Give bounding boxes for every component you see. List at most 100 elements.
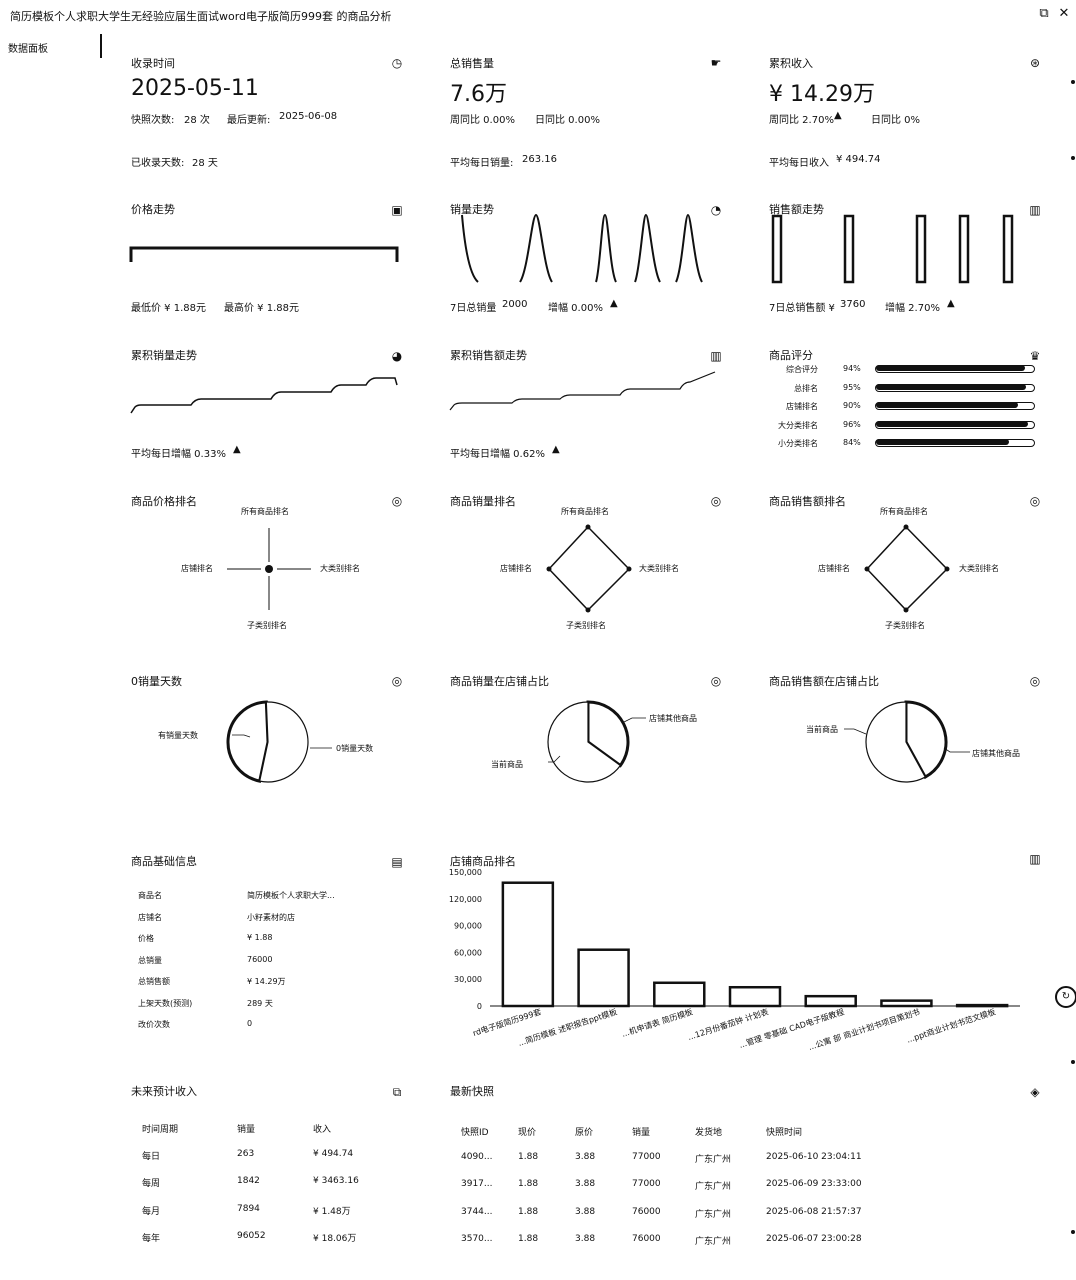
card-title-cum-revenue: 累积销售额走势	[450, 349, 527, 362]
snap-count-label: 快照次数:	[131, 115, 175, 126]
basic-info-key-2: 价格	[138, 934, 154, 943]
price-rank-chart	[227, 528, 311, 610]
scroll-dot	[1071, 80, 1075, 84]
copy-icon: ⧉	[392, 1085, 402, 1099]
sales-share-leaders	[548, 717, 646, 763]
card-title-revenue-trend: 销售额走势	[769, 203, 824, 216]
sales-dod: 日同比 0.00%	[535, 115, 600, 126]
close-icon[interactable]: ✕	[1058, 6, 1070, 21]
target-icon: ◎	[710, 494, 722, 508]
basic-info-value-4: ¥ 14.29万	[247, 977, 286, 986]
revenue-rank-shape	[865, 525, 949, 612]
sales-growth: 增幅 0.00%	[548, 303, 603, 314]
pie-slice	[547, 701, 622, 783]
store-rank-ytick: 120,000	[449, 895, 482, 904]
basic-info-value-2: ¥ 1.88	[247, 933, 273, 942]
forecast-cell: ¥ 1.48万	[313, 1206, 351, 1217]
snapshot-cell: 1.88	[518, 1152, 539, 1162]
total-sales-value: 7.6万	[450, 82, 507, 107]
score-label-0: 综合评分	[786, 365, 818, 374]
snapshot-cell: 1.88	[518, 1233, 539, 1244]
trophy-icon: ♛	[1029, 349, 1041, 363]
snapshot-header-2: 原价	[575, 1128, 594, 1138]
avg-sales-value: 263.16	[522, 154, 557, 165]
basic-info-key-4: 总销售额	[138, 977, 170, 986]
snapshot-cell: 3.88	[575, 1233, 596, 1244]
forecast-cell: 1842	[237, 1176, 260, 1187]
forecast-cell: 263	[237, 1149, 255, 1159]
revenue-trend-bar	[1002, 214, 1014, 284]
snapshot-header-3: 销量	[632, 1128, 651, 1138]
collected-days-label: 已收录天数:	[131, 158, 185, 169]
refresh-icon[interactable]: ↻	[1055, 986, 1076, 1008]
sales-rank-chart	[546, 524, 632, 613]
score-bar-fill	[876, 420, 1028, 427]
basic-info-key-5: 上架天数(预测)	[138, 998, 193, 1008]
store-rank-category-label: ...机申请表 简历模板	[620, 1006, 694, 1038]
snapshot-cell: 3.88	[575, 1206, 596, 1217]
popout-icon[interactable]: ⧉	[1039, 6, 1049, 21]
basic-info-key-0: 商品名	[138, 891, 162, 900]
basic-info-value-0: 简历模板个人求职大学...	[247, 891, 335, 900]
sales-rank-shape	[547, 525, 631, 612]
store-rank-bar[interactable]	[955, 1003, 1009, 1008]
scroll-dot	[1071, 1060, 1075, 1064]
revenue-rank-chart	[864, 524, 950, 613]
snapshot-cell: 77000	[632, 1179, 661, 1190]
score-label-4: 小分类排名	[778, 439, 818, 448]
forecast-cell: ¥ 494.74	[313, 1149, 354, 1159]
card-title-snapshots: 最新快照	[450, 1085, 494, 1098]
revenue-trend-chart	[771, 214, 1014, 284]
card-title-sales-share: 商品销量在店铺占比	[450, 675, 549, 688]
price-max: 最高价 ¥ 1.88元	[224, 303, 299, 314]
card-title-score: 商品评分	[769, 349, 813, 362]
revenue-growth: 增幅 2.70%	[885, 303, 940, 314]
sales-7d-value: 2000	[502, 299, 528, 310]
snapshot-cell: 1.88	[518, 1206, 539, 1217]
score-bar-track	[875, 383, 1035, 392]
revenue-share-pie	[865, 700, 948, 783]
store-rank-bar[interactable]	[880, 999, 933, 1008]
score-bar-track	[875, 439, 1035, 447]
total-revenue-value: ¥ 14.29万	[769, 82, 875, 107]
forecast-header-1: 销量	[237, 1125, 256, 1135]
scrollbar[interactable]	[1068, 30, 1076, 1280]
store-rank-bar[interactable]	[501, 881, 555, 1008]
revenue-rank-axis-left: 店铺排名	[818, 564, 850, 573]
scroll-dot	[1071, 1230, 1075, 1234]
zero-days-label-b: 0销量天数	[336, 744, 374, 753]
currency-icon: ⊛	[1029, 56, 1041, 70]
snapshot-cell[interactable]: 4090...	[461, 1152, 493, 1162]
score-value-2: 90%	[843, 401, 861, 410]
store-rank-bar[interactable]	[577, 948, 630, 1008]
snapshot-cell[interactable]: 3917...	[461, 1179, 493, 1190]
snapshot-header-0: 快照ID	[461, 1128, 489, 1138]
bar-chart-icon: ▥	[710, 349, 722, 363]
snapshot-cell[interactable]: 3570...	[461, 1233, 493, 1244]
pie-slice	[904, 700, 948, 780]
last-update-value: 2025-06-08	[279, 111, 338, 122]
zero-days-pie	[226, 700, 309, 783]
forecast-header-0: 时间周期	[142, 1125, 179, 1135]
zero-days-leaders	[232, 734, 332, 749]
snapshot-cell[interactable]: 3744...	[461, 1206, 493, 1217]
card-title-zero-days: 0销量天数	[131, 675, 182, 688]
store-rank-bar[interactable]	[728, 985, 782, 1008]
store-rank-bar[interactable]	[804, 994, 857, 1008]
document-icon: ▤	[391, 855, 403, 869]
score-value-4: 84%	[843, 438, 861, 447]
target-icon: ◎	[1029, 674, 1041, 688]
up-arrow-icon: ▲	[233, 444, 241, 455]
cum-revenue-growth: 平均每日增幅 0.62%	[450, 449, 545, 460]
sidebar-item-dashboard[interactable]: 数据面板	[8, 44, 48, 55]
target-icon: ◎	[1029, 494, 1041, 508]
gauge-icon: ◔	[710, 203, 722, 217]
sales-share-pie	[547, 700, 630, 783]
score-label-3: 大分类排名	[778, 420, 818, 430]
snapshot-cell: 广东广州	[695, 1236, 732, 1247]
card-title-cum-sales: 累积销量走势	[131, 349, 197, 362]
store-rank-bar[interactable]	[653, 981, 706, 1008]
cum-revenue-line	[449, 371, 716, 411]
score-value-0: 94%	[843, 364, 861, 373]
price-rank-axis-top: 所有商品排名	[241, 507, 289, 516]
